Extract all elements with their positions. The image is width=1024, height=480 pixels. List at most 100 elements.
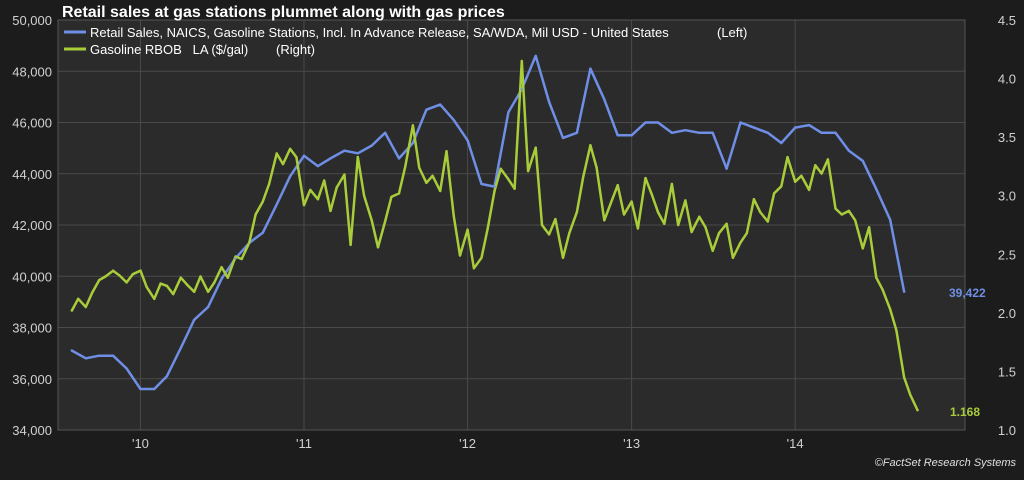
left-tick-label: 34,000 <box>12 423 52 438</box>
left-tick-label: 44,000 <box>12 167 52 182</box>
data-point <box>644 121 647 124</box>
data-point <box>206 290 210 293</box>
data-point <box>507 178 510 181</box>
data-point <box>690 230 693 234</box>
right-axis: 1.0 1.5 2.0 2.5 3.0 3.5 4.0 4.5 <box>998 13 1016 438</box>
data-point <box>349 243 352 247</box>
data-point <box>145 285 148 289</box>
data-point <box>220 277 223 280</box>
data-point <box>698 131 701 134</box>
data-point <box>630 134 633 137</box>
data-point <box>766 131 769 134</box>
data-point <box>895 329 898 332</box>
data-point <box>172 292 175 296</box>
data-point <box>780 185 783 188</box>
data-point <box>84 305 88 309</box>
data-point <box>90 291 94 295</box>
data-point <box>493 185 496 188</box>
data-point <box>603 98 606 101</box>
data-point <box>288 147 292 151</box>
data-point <box>466 228 469 231</box>
data-point <box>670 182 674 186</box>
data-point <box>165 284 169 288</box>
left-tick-label: 40,000 <box>12 269 52 284</box>
data-point <box>159 282 162 285</box>
data-point <box>288 175 292 178</box>
data-point <box>425 181 428 184</box>
data-point <box>131 273 134 276</box>
data-point <box>125 281 128 284</box>
data-point <box>118 274 121 277</box>
data-point <box>684 199 687 202</box>
data-point <box>302 203 306 207</box>
data-point <box>165 375 169 378</box>
data-point <box>445 150 448 153</box>
end-label-retail: 39,422 <box>949 286 986 300</box>
left-tick-label: 36,000 <box>12 372 52 387</box>
data-point <box>458 254 462 257</box>
data-point <box>472 267 476 270</box>
data-point <box>356 152 359 155</box>
right-tick-label: 1.5 <box>998 364 1016 379</box>
data-point <box>916 408 919 412</box>
data-point <box>780 141 783 145</box>
data-point <box>711 249 714 252</box>
data-point <box>261 231 264 234</box>
data-point <box>616 184 619 187</box>
right-tick-label: 3.5 <box>998 130 1016 145</box>
data-point <box>248 241 251 244</box>
left-tick-label: 42,000 <box>12 218 52 233</box>
right-tick-label: 4.0 <box>998 72 1016 87</box>
data-point <box>226 276 229 279</box>
right-tick-label: 3.0 <box>998 189 1016 204</box>
data-point <box>323 179 326 182</box>
data-point <box>520 88 523 91</box>
data-point <box>807 188 811 192</box>
data-point <box>561 256 565 259</box>
data-point <box>356 155 359 159</box>
data-point <box>343 149 346 152</box>
data-point <box>316 164 320 168</box>
data-point <box>254 213 257 216</box>
data-point <box>153 387 156 391</box>
data-point <box>193 290 196 293</box>
data-point <box>582 175 585 179</box>
data-point <box>759 210 762 214</box>
data-point <box>343 173 346 176</box>
points-layer <box>70 54 919 412</box>
series-line-retail-sales <box>70 54 906 391</box>
data-point <box>889 308 892 311</box>
data-point <box>540 223 544 227</box>
data-point <box>206 305 210 309</box>
data-point <box>452 214 455 217</box>
data-point <box>404 165 407 168</box>
data-point <box>786 155 789 159</box>
data-point <box>316 198 320 201</box>
data-point <box>902 376 906 379</box>
data-point <box>881 288 884 291</box>
data-point <box>425 108 428 111</box>
data-point <box>411 141 415 145</box>
data-point <box>281 162 285 166</box>
data-point <box>486 227 489 230</box>
data-point <box>739 241 742 244</box>
data-point <box>499 167 502 170</box>
data-point <box>650 193 653 196</box>
data-point <box>766 220 769 223</box>
data-point <box>199 275 202 278</box>
data-point <box>534 146 537 149</box>
data-point <box>302 154 306 157</box>
data-point <box>234 255 237 258</box>
data-point <box>616 134 619 137</box>
data-point <box>814 164 817 167</box>
data-point <box>466 139 469 142</box>
data-point <box>411 124 415 127</box>
right-tick-label: 2.0 <box>998 306 1016 321</box>
left-tick-label: 38,000 <box>12 321 52 336</box>
data-point <box>526 169 530 173</box>
data-point <box>383 131 387 134</box>
data-point <box>370 219 373 222</box>
data-point <box>267 182 271 186</box>
data-point <box>383 220 387 223</box>
data-point <box>439 189 442 193</box>
